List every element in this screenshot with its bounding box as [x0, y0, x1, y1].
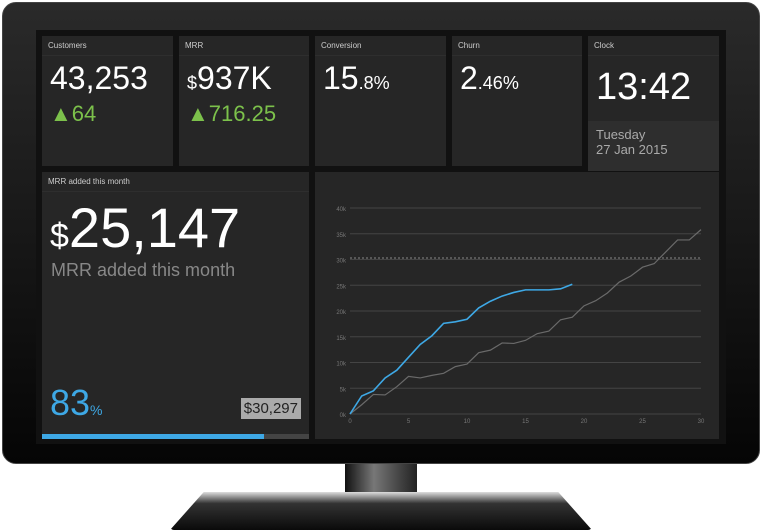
clock-date: 27 Jan 2015 — [596, 142, 668, 157]
y-tick-label: 0k — [340, 413, 347, 419]
y-tick-label: 35k — [336, 233, 347, 239]
x-tick-label: 10 — [464, 419, 471, 425]
mrr-line-chart: 0k 5k 10k 15k 20k 25k 30k 35k 40k 0 5 10 15 20 25 30 — [336, 207, 705, 425]
mrr-month-tile: MRR added this month $25,147 MRR added t… — [42, 172, 309, 439]
churn-tile: Churn 2.46% — [452, 36, 582, 166]
y-tick-label: 5k — [340, 387, 347, 393]
target-badge: $30,297 — [240, 398, 301, 419]
y-tick-label: 15k — [336, 336, 347, 342]
x-tick-label: 30 — [698, 419, 705, 425]
customers-value: 43,253 — [50, 60, 148, 96]
x-tick-label: 0 — [348, 419, 352, 425]
conversion-value: 15.8% — [323, 60, 390, 96]
x-tick-label: 15 — [522, 419, 529, 425]
mrr-delta: ▲716.25 — [187, 101, 277, 126]
clock-tile: Clock 13:42 Tuesday 27 Jan 2015 — [588, 36, 719, 171]
y-tick-label: 25k — [336, 284, 347, 290]
x-tick-label: 5 — [407, 419, 411, 425]
progress-track — [42, 434, 309, 439]
mrr-chart-tile: 0k 5k 10k 15k 20k 25k 30k 35k 40k 0 5 10 15 20 25 30 — [315, 172, 719, 439]
mrr-month-value: $25,147 — [50, 196, 241, 259]
conversion-tile: Conversion 15.8% — [315, 36, 446, 166]
y-tick-label: 40k — [336, 207, 347, 213]
clock-time: 13:42 — [596, 66, 692, 108]
up-arrow-icon: ▲ — [50, 101, 72, 126]
churn-value: 2.46% — [460, 60, 519, 96]
x-tick-label: 25 — [639, 419, 646, 425]
x-tick-label: 20 — [581, 419, 588, 425]
tile-label: Churn — [452, 36, 582, 56]
y-tick-label: 20k — [336, 310, 347, 316]
monitor-base — [170, 492, 592, 530]
clock-day: Tuesday — [596, 127, 646, 142]
mrr-value: $937K — [187, 60, 272, 96]
tile-label: Clock — [588, 36, 719, 56]
tile-label: Customers — [42, 36, 173, 56]
tile-label: MRR — [179, 36, 309, 56]
series-line — [349, 229, 702, 415]
mrr-tile: MRR $937K ▲716.25 — [179, 36, 309, 166]
up-arrow-icon: ▲ — [187, 101, 209, 126]
tile-label: MRR added this month — [42, 172, 309, 192]
tile-label: Conversion — [315, 36, 446, 56]
y-tick-label: 30k — [336, 259, 347, 265]
y-tick-label: 10k — [336, 362, 347, 368]
mrr-month-subtitle: MRR added this month — [51, 260, 236, 280]
series-line — [349, 283, 573, 415]
customers-delta: ▲64 — [50, 101, 97, 126]
customers-tile: Customers 43,253 ▲64 — [42, 36, 173, 166]
progress-percent: 83% — [50, 382, 103, 423]
progress-fill — [42, 434, 264, 439]
dashboard-screen: Customers 43,253 ▲64 MRR $937K ▲716.25 C… — [36, 30, 726, 444]
